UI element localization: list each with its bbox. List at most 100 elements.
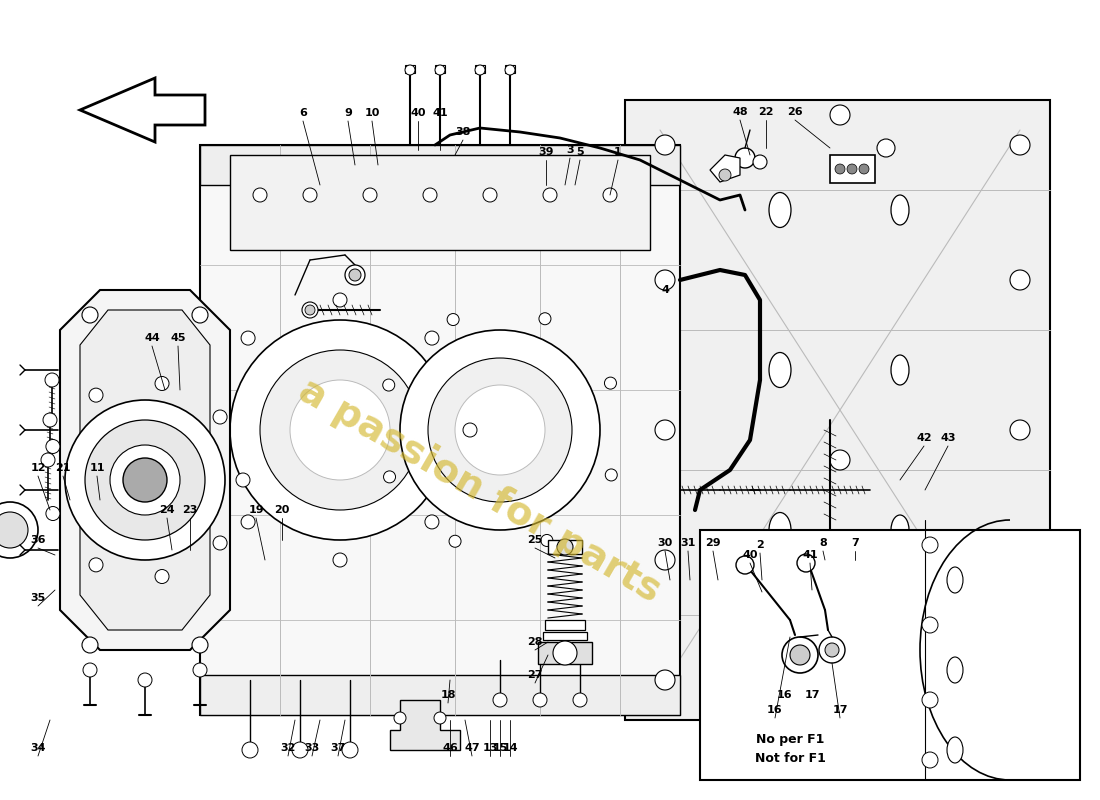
Circle shape [434, 712, 446, 724]
Text: No per F1: No per F1 [756, 734, 824, 746]
Text: Not for F1: Not for F1 [755, 751, 825, 765]
Circle shape [449, 535, 461, 547]
Circle shape [425, 515, 439, 529]
Circle shape [1010, 550, 1030, 570]
Ellipse shape [947, 567, 962, 593]
Ellipse shape [947, 737, 962, 763]
Text: 44: 44 [144, 333, 159, 343]
Text: 20: 20 [274, 505, 289, 515]
Text: 7: 7 [851, 538, 859, 548]
Circle shape [400, 330, 600, 530]
Text: 17: 17 [833, 705, 848, 715]
Circle shape [719, 169, 732, 181]
Circle shape [830, 450, 850, 470]
Circle shape [192, 663, 207, 677]
Circle shape [847, 164, 857, 174]
Circle shape [65, 400, 226, 560]
Text: 39: 39 [538, 147, 553, 157]
Text: 14: 14 [503, 743, 518, 753]
Circle shape [654, 550, 675, 570]
Circle shape [192, 637, 208, 653]
Circle shape [383, 379, 395, 391]
Ellipse shape [769, 193, 791, 227]
Circle shape [543, 188, 557, 202]
Bar [405, 65, 415, 73]
Circle shape [253, 188, 267, 202]
Circle shape [1010, 135, 1030, 155]
Circle shape [1010, 270, 1030, 290]
Text: 36: 36 [31, 535, 46, 545]
Circle shape [455, 385, 544, 475]
Circle shape [877, 139, 895, 157]
Circle shape [260, 350, 420, 510]
Text: 23: 23 [183, 505, 198, 515]
Circle shape [553, 641, 578, 665]
Circle shape [0, 502, 39, 558]
Text: 42: 42 [916, 433, 932, 443]
Circle shape [424, 188, 437, 202]
Circle shape [534, 693, 547, 707]
Ellipse shape [891, 515, 909, 545]
Circle shape [605, 377, 616, 389]
Polygon shape [710, 155, 740, 182]
Text: 16: 16 [778, 690, 793, 700]
Text: 19: 19 [249, 505, 264, 515]
Circle shape [46, 506, 59, 521]
Circle shape [463, 423, 477, 437]
Circle shape [85, 420, 205, 540]
Text: 9: 9 [344, 108, 352, 118]
Text: 3: 3 [566, 145, 574, 155]
Circle shape [342, 742, 358, 758]
Ellipse shape [891, 355, 909, 385]
Text: 21: 21 [55, 463, 70, 473]
Circle shape [333, 553, 346, 567]
Circle shape [835, 164, 845, 174]
Polygon shape [200, 145, 680, 185]
Circle shape [830, 570, 850, 590]
Circle shape [82, 637, 98, 653]
Circle shape [394, 712, 406, 724]
Circle shape [605, 469, 617, 481]
Polygon shape [80, 310, 210, 630]
Bar [543, 632, 587, 640]
Circle shape [123, 458, 167, 502]
Text: 32: 32 [280, 743, 296, 753]
Text: 34: 34 [31, 743, 46, 753]
Circle shape [138, 673, 152, 687]
Text: 6: 6 [299, 108, 307, 118]
Text: 38: 38 [455, 127, 471, 137]
Circle shape [213, 410, 227, 424]
Text: a passion for parts: a passion for parts [293, 370, 668, 610]
Polygon shape [230, 155, 650, 250]
Text: 30: 30 [658, 538, 672, 548]
Polygon shape [625, 100, 1050, 720]
Circle shape [782, 637, 818, 673]
Circle shape [241, 331, 255, 345]
Circle shape [242, 742, 258, 758]
Text: 48: 48 [733, 107, 748, 117]
Text: 12: 12 [31, 463, 46, 473]
Text: 25: 25 [527, 535, 542, 545]
Circle shape [557, 539, 573, 555]
Circle shape [447, 314, 459, 326]
Text: 31: 31 [680, 538, 695, 548]
Polygon shape [200, 675, 680, 715]
Text: 35: 35 [31, 593, 45, 603]
Circle shape [204, 423, 217, 437]
Text: 15: 15 [493, 743, 508, 753]
Bar [830, 155, 874, 183]
Circle shape [192, 307, 208, 323]
Text: 27: 27 [527, 670, 542, 680]
Text: 37: 37 [330, 743, 345, 753]
Text: 43: 43 [940, 433, 956, 443]
Bar [548, 540, 582, 554]
Circle shape [333, 293, 346, 307]
Polygon shape [390, 700, 460, 750]
Ellipse shape [947, 657, 962, 683]
Circle shape [475, 65, 485, 75]
Circle shape [603, 188, 617, 202]
Bar [475, 65, 485, 73]
Bar [544, 620, 585, 630]
Text: 1: 1 [614, 147, 622, 157]
Ellipse shape [769, 513, 791, 547]
